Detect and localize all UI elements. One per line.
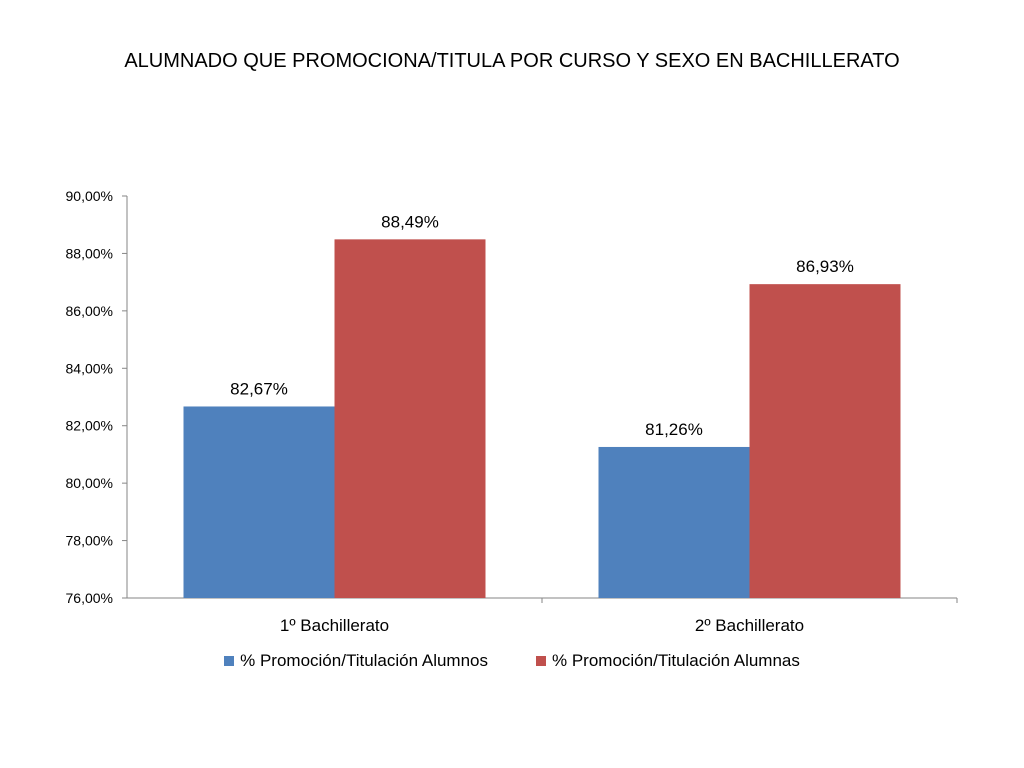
legend-swatch-alumnas bbox=[536, 656, 546, 666]
chart-title: ALUMNADO QUE PROMOCIONA/TITULA POR CURSO… bbox=[124, 50, 900, 72]
x-tick-label: 2º Bachillerato bbox=[695, 616, 804, 635]
data-label: 88,49% bbox=[381, 212, 439, 231]
data-label: 81,26% bbox=[645, 420, 703, 439]
y-tick-label: 86,00% bbox=[66, 303, 113, 319]
data-label: 82,67% bbox=[230, 379, 288, 398]
chart-legend: % Promoción/Titulación Alumnos % Promoci… bbox=[0, 651, 1024, 671]
bar-alumnos-1 bbox=[183, 406, 335, 598]
y-tick-label: 90,00% bbox=[66, 188, 113, 204]
bar-alumnas-1 bbox=[334, 239, 486, 598]
y-tick-label: 88,00% bbox=[66, 245, 113, 261]
y-tick-label: 84,00% bbox=[66, 360, 113, 376]
legend-label-alumnas: % Promoción/Titulación Alumnas bbox=[552, 651, 800, 670]
bar-alumnas-2 bbox=[749, 284, 901, 598]
data-label: 86,93% bbox=[796, 257, 854, 276]
y-tick-label: 76,00% bbox=[66, 590, 113, 606]
y-tick-label: 80,00% bbox=[66, 475, 113, 491]
legend-label-alumnos: % Promoción/Titulación Alumnos bbox=[240, 651, 488, 670]
legend-item-alumnas: % Promoción/Titulación Alumnas bbox=[536, 651, 800, 671]
bar-alumnos-2 bbox=[598, 446, 750, 598]
y-tick-label: 82,00% bbox=[66, 418, 113, 434]
legend-item-alumnos: % Promoción/Titulación Alumnos bbox=[224, 651, 488, 671]
y-tick-label: 78,00% bbox=[66, 533, 113, 549]
legend-swatch-alumnos bbox=[224, 656, 235, 666]
x-tick-label: 1º Bachillerato bbox=[280, 616, 389, 635]
